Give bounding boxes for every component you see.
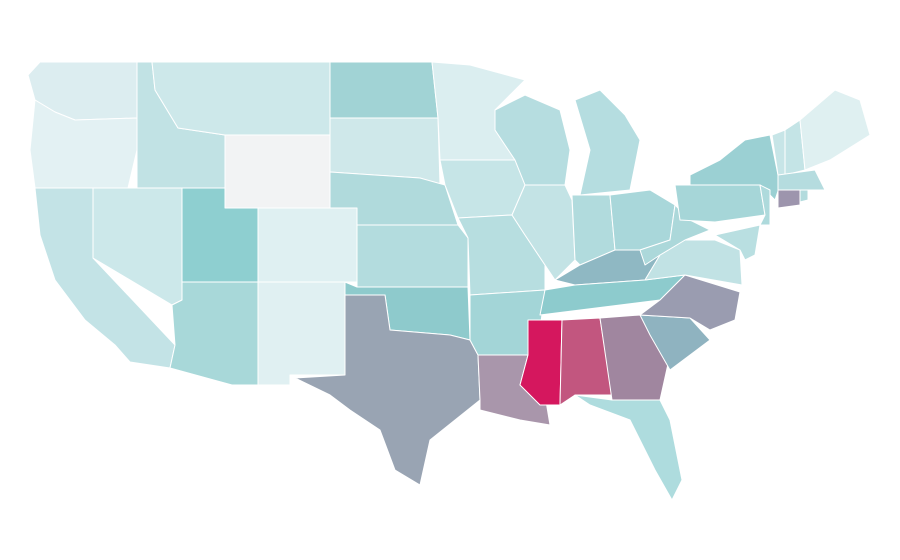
state — [151, 61, 331, 136]
state — [294, 294, 481, 486]
state — [639, 204, 711, 266]
state — [356, 224, 469, 288]
state — [257, 281, 346, 386]
state — [169, 281, 259, 386]
state — [609, 189, 676, 251]
state — [674, 184, 766, 223]
state — [329, 61, 439, 119]
state — [777, 189, 801, 209]
state — [799, 89, 871, 171]
state — [799, 189, 809, 203]
state — [574, 89, 641, 196]
state — [559, 317, 613, 406]
state — [224, 134, 331, 209]
state — [714, 224, 761, 261]
state — [759, 184, 771, 226]
state — [257, 207, 358, 283]
state — [574, 394, 683, 501]
state — [639, 274, 741, 331]
state — [777, 169, 826, 191]
